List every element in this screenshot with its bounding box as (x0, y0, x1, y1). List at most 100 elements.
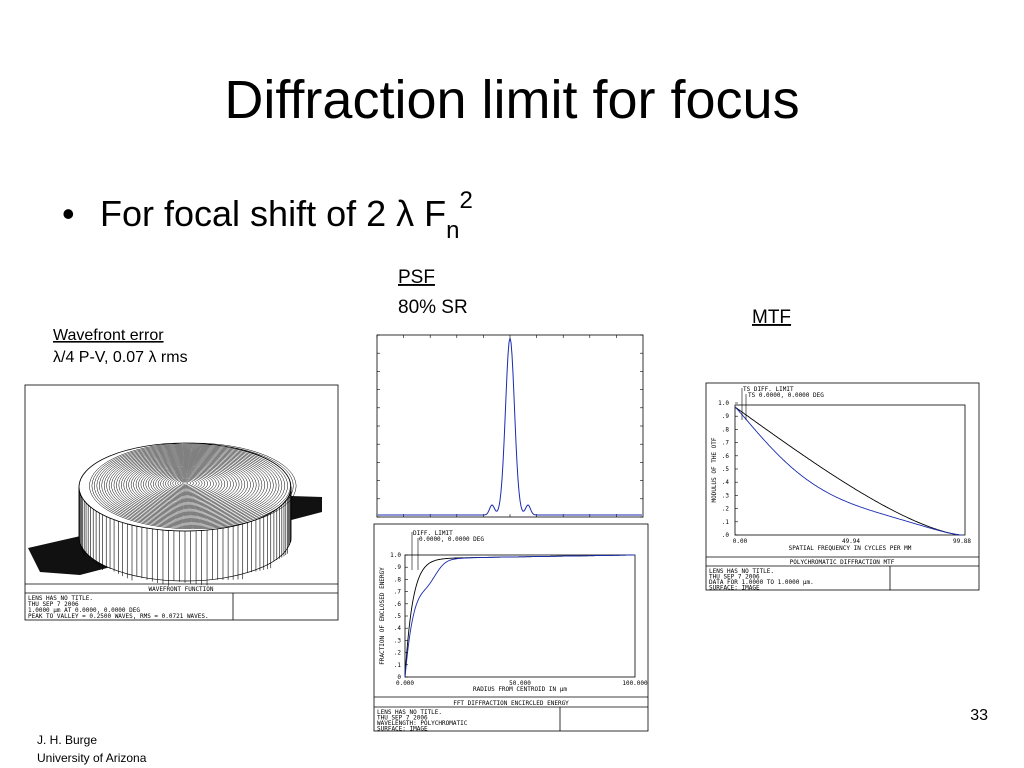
info-line: 1.0000 µm AT 0.0000, 0.0000 DEG (28, 607, 140, 614)
contour (96, 445, 288, 526)
psf-curve (378, 337, 642, 516)
mtf-diff-limit (734, 406, 962, 536)
contour (121, 456, 260, 514)
info-line: LENS HAS NO TITLE. (709, 568, 774, 575)
y-tick-label: .8 (394, 576, 402, 583)
contour (143, 465, 234, 504)
contour (138, 463, 240, 506)
contour (162, 473, 211, 494)
y-tick-label: .8 (722, 426, 730, 433)
wavefront-text: λ/4 P-V, 0.07 λ rms (53, 349, 188, 366)
psf-ticks (376, 335, 617, 517)
caption: FFT DIFFRACTION ENCIRCLED ENERGY (453, 700, 569, 707)
contour (170, 476, 203, 491)
contour (182, 481, 189, 485)
mtf-plot (734, 404, 966, 536)
contour (123, 457, 257, 513)
psf-text: 80% SR (398, 297, 468, 318)
page-number: 33 (970, 707, 988, 724)
contour (140, 464, 237, 505)
info-line: PEAK TO VALLEY = 0.2500 WAVES, RMS = 0.0… (28, 613, 209, 620)
bullet-sup: 2 (459, 187, 472, 214)
contour (177, 479, 194, 487)
contour (160, 472, 214, 495)
y-tick-label: 0 (397, 674, 401, 681)
contour (167, 475, 206, 492)
psf-plot (376, 334, 644, 518)
author: J. H. Burge (37, 733, 97, 747)
contour (94, 444, 291, 527)
bullet-text: For focal shift of 2 λ F (100, 193, 446, 234)
slide-title: Diffraction limit for focus (224, 70, 799, 130)
y-tick-label: .7 (394, 589, 402, 596)
y-tick-label: .4 (394, 625, 402, 632)
y-tick-label: .6 (394, 601, 402, 608)
info-line: THU SEP 7 2006 (709, 574, 760, 581)
x-tick-label: 0.000 (396, 680, 414, 687)
info-line: THU SEP 7 2006 (28, 601, 79, 608)
legend: TS DIFF. LIMIT (743, 386, 794, 393)
y-tick-label: .2 (394, 650, 402, 657)
caption: POLYCHROMATIC DIFFRACTION MTF (790, 559, 895, 566)
info-line: WAVELENGTH: POLYCHROMATIC (377, 720, 468, 727)
ee-panel (373, 523, 649, 732)
contour (99, 446, 285, 525)
contour (101, 447, 283, 524)
y-tick-label: 1.0 (718, 400, 729, 407)
info-line: SURFACE: IMAGE (377, 726, 428, 733)
y-tick-label: .5 (722, 466, 730, 473)
contour (135, 462, 243, 507)
ee-diff-limit (404, 554, 635, 678)
wavefront-surface (78, 442, 297, 586)
info-line: LENS HAS NO TITLE. (377, 709, 442, 716)
contour (113, 453, 268, 518)
contour (179, 480, 191, 486)
y-tick-label: .5 (394, 613, 402, 620)
y-tick-label: .1 (722, 519, 730, 526)
psf-title: PSF (398, 267, 435, 288)
mtf-panel (705, 382, 980, 591)
y-axis-label: FRACTION OF ENCLOSED ENERGY (379, 567, 386, 665)
contour (103, 448, 280, 523)
info-line: DATA FOR 1.0000 TO 1.0000 µm. (709, 579, 814, 586)
y-tick-label: .0 (722, 532, 730, 539)
y-tick-label: 1.0 (390, 552, 401, 559)
legend: 0.0000, 0.0000 DEG (419, 536, 484, 543)
contour (130, 460, 248, 510)
contour (174, 478, 197, 488)
y-tick-label: .4 (722, 479, 730, 486)
contour (125, 458, 254, 512)
ee-plot (404, 554, 636, 678)
contour (157, 471, 217, 497)
contour (89, 442, 297, 530)
x-tick-label: 99.88 (953, 538, 971, 545)
y-tick-label: .7 (722, 440, 730, 447)
contour (133, 461, 246, 508)
contour (150, 468, 226, 500)
legend: TS 0.0000, 0.0000 DEG (748, 392, 824, 399)
y-tick-label: .3 (722, 492, 730, 499)
y-tick-label: .6 (722, 453, 730, 460)
contour (148, 467, 228, 501)
legend: DIFF. LIMIT (413, 530, 453, 537)
y-tick-label: .9 (394, 564, 402, 571)
caption: WAVEFRONT FUNCTION (148, 586, 213, 593)
contour (118, 455, 263, 515)
bullet: For focal shift of 2 λ Fn2 (100, 187, 473, 244)
contour (172, 477, 200, 490)
ee-curve (404, 554, 635, 678)
mtf-curve (734, 406, 962, 536)
contour (91, 443, 294, 528)
contour (152, 469, 223, 499)
x-axis-label: RADIUS FROM CENTROID IN µm (473, 686, 567, 693)
y-tick-label: .3 (394, 637, 402, 644)
x-tick-label: 50.000 (509, 680, 531, 687)
y-tick-label: .2 (722, 506, 730, 513)
y-axis-label: MODULUS OF THE OTF (711, 437, 718, 502)
bullet-dot: • (62, 193, 75, 234)
wavefront-panel (24, 384, 339, 621)
mtf-title: MTF (752, 307, 791, 328)
info-line: LENS HAS NO TITLE. (28, 595, 93, 602)
affiliation: University of Arizona (37, 751, 147, 765)
